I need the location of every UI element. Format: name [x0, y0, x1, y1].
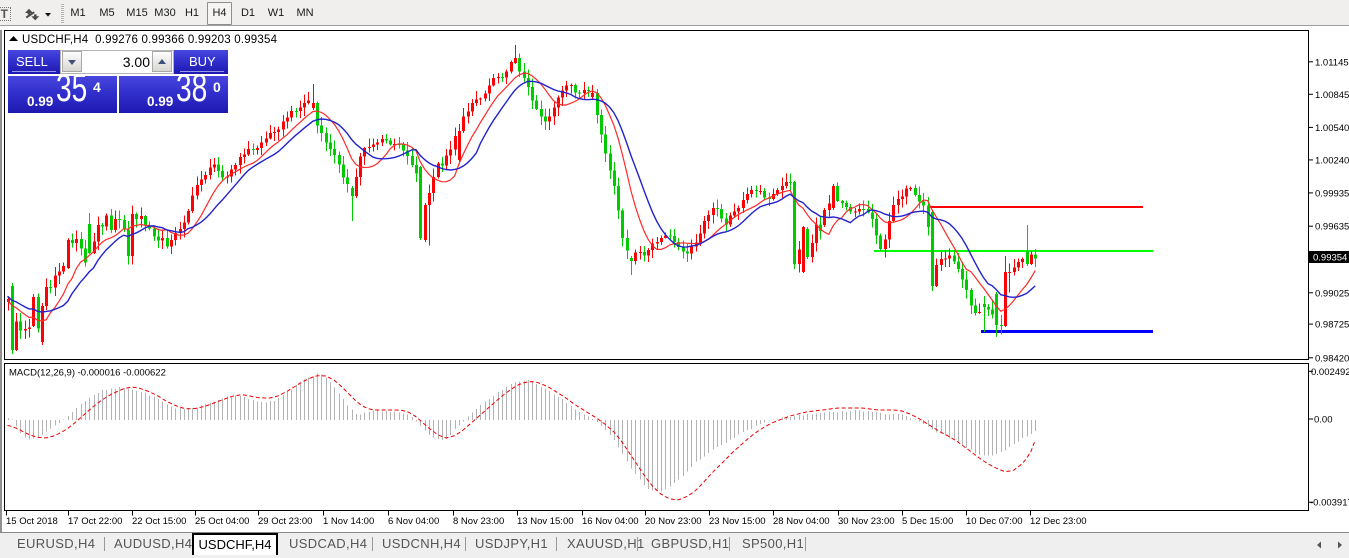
svg-text:0.002492: 0.002492	[1311, 367, 1349, 378]
svg-text:0.98725: 0.98725	[1315, 320, 1349, 331]
svg-text:1.00240: 1.00240	[1315, 155, 1349, 166]
svg-text:12 Dec 23:00: 12 Dec 23:00	[1030, 516, 1087, 527]
svg-text:1.00540: 1.00540	[1315, 123, 1349, 134]
svg-text:22 Oct 15:00: 22 Oct 15:00	[132, 516, 186, 527]
svg-text:0.99935: 0.99935	[1315, 188, 1349, 199]
svg-text:25 Oct 04:00: 25 Oct 04:00	[195, 516, 249, 527]
svg-text:USDCHF,H4 0.99276 0.99366 0.9: USDCHF,H4 0.99276 0.99366 0.99203 0.9935…	[22, 34, 278, 46]
svg-text:MACD(12,26,9) -0.000016 -0.000: MACD(12,26,9) -0.000016 -0.000622	[9, 368, 166, 379]
svg-text:0.00: 0.00	[1314, 415, 1333, 426]
svg-text:1.01145: 1.01145	[1315, 57, 1349, 68]
svg-text:13 Nov 15:00: 13 Nov 15:00	[517, 516, 574, 527]
svg-text:15 Oct 2018: 15 Oct 2018	[6, 516, 58, 527]
svg-text:8 Nov 23:00: 8 Nov 23:00	[453, 516, 504, 527]
svg-text:0.99025: 0.99025	[1315, 288, 1349, 299]
svg-text:28 Nov 04:00: 28 Nov 04:00	[773, 516, 830, 527]
svg-text:0.99635: 0.99635	[1315, 222, 1349, 233]
svg-text:5 Dec 15:00: 5 Dec 15:00	[902, 516, 953, 527]
svg-text:6 Nov 04:00: 6 Nov 04:00	[388, 516, 439, 527]
svg-text:30 Nov 23:00: 30 Nov 23:00	[838, 516, 895, 527]
svg-text:-0.003917: -0.003917	[1310, 498, 1349, 509]
svg-text:29 Oct 23:00: 29 Oct 23:00	[258, 516, 312, 527]
svg-text:23 Nov 15:00: 23 Nov 15:00	[709, 516, 766, 527]
svg-text:16 Nov 04:00: 16 Nov 04:00	[582, 516, 639, 527]
svg-text:1.00845: 1.00845	[1315, 90, 1349, 101]
svg-text:1 Nov 14:00: 1 Nov 14:00	[323, 516, 374, 527]
svg-text:0.98420: 0.98420	[1315, 353, 1349, 364]
svg-text:20 Nov 23:00: 20 Nov 23:00	[645, 516, 702, 527]
svg-text:0.99354: 0.99354	[1313, 253, 1347, 264]
svg-text:17 Oct 22:00: 17 Oct 22:00	[68, 516, 122, 527]
svg-text:10 Dec 07:00: 10 Dec 07:00	[966, 516, 1023, 527]
